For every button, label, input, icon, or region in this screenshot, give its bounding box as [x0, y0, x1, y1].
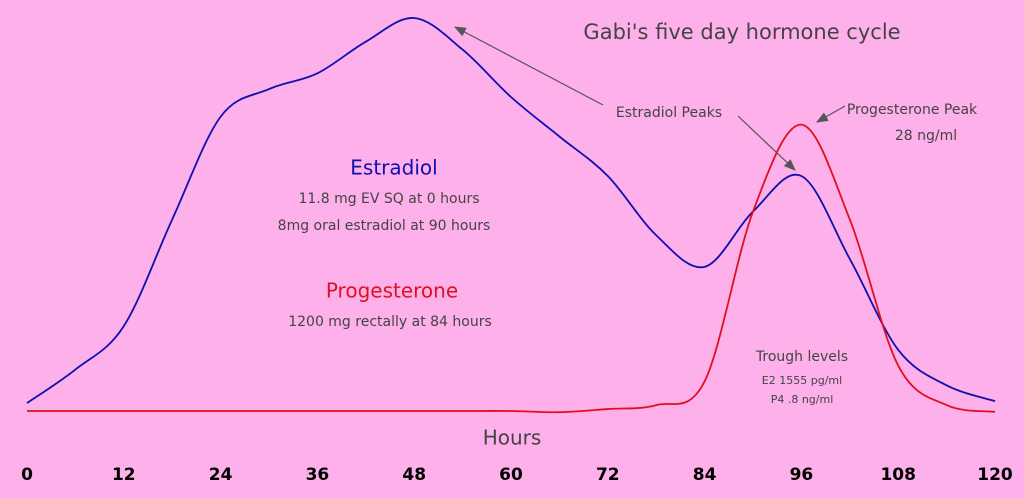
- annotation: 1200 mg rectally at 84 hours: [288, 314, 492, 330]
- x-tick-label: 72: [596, 465, 620, 485]
- series-label: Progesterone: [326, 279, 458, 303]
- x-tick-label: 108: [880, 465, 916, 485]
- x-tick-label: 36: [306, 465, 330, 485]
- chart-title: Gabi's five day hormone cycle: [583, 20, 900, 44]
- arrow: [453, 26, 604, 106]
- annotation: Trough levels: [755, 349, 848, 365]
- series-label: Estradiol: [350, 156, 437, 180]
- annotation: 11.8 mg EV SQ at 0 hours: [298, 191, 479, 207]
- x-tick-label: 84: [693, 465, 717, 485]
- x-tick-label: 60: [499, 465, 523, 485]
- arrow: [737, 115, 796, 171]
- x-tick-label: 0: [21, 465, 33, 485]
- x-tick-label: 96: [790, 465, 814, 485]
- x-tick-label: 24: [209, 465, 233, 485]
- x-axis-label: Hours: [483, 426, 542, 450]
- annotation: Estradiol Peaks: [616, 105, 722, 121]
- x-tick-label: 12: [112, 465, 136, 485]
- series-line: [27, 123, 996, 414]
- x-tick-label: 120: [977, 465, 1013, 485]
- annotation: Progesterone Peak: [847, 102, 978, 118]
- annotation: P4 .8 ng/ml: [771, 393, 834, 406]
- arrow: [815, 105, 846, 123]
- annotation: E2 1555 pg/ml: [762, 374, 842, 387]
- annotation: 28 ng/ml: [895, 128, 957, 144]
- series-line: [26, 17, 996, 404]
- annotation: 8mg oral estradiol at 90 hours: [278, 218, 491, 234]
- x-tick-label: 48: [402, 465, 426, 485]
